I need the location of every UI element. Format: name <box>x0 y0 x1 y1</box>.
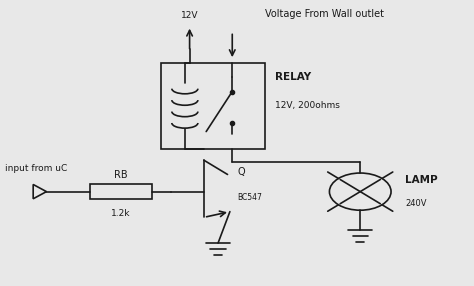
Text: BC547: BC547 <box>237 193 262 202</box>
Text: Voltage From Wall outlet: Voltage From Wall outlet <box>265 9 384 19</box>
Text: LAMP: LAMP <box>405 175 438 185</box>
Text: 240V: 240V <box>405 198 427 208</box>
Text: RELAY: RELAY <box>275 72 311 82</box>
Text: 12V, 200ohms: 12V, 200ohms <box>275 101 340 110</box>
Bar <box>161 63 265 149</box>
Text: RB: RB <box>114 170 128 180</box>
Bar <box>90 184 152 200</box>
Text: 12V: 12V <box>181 11 198 20</box>
Text: Q: Q <box>237 167 245 176</box>
Text: 1.2k: 1.2k <box>111 209 131 218</box>
Text: input from uC: input from uC <box>5 164 67 173</box>
